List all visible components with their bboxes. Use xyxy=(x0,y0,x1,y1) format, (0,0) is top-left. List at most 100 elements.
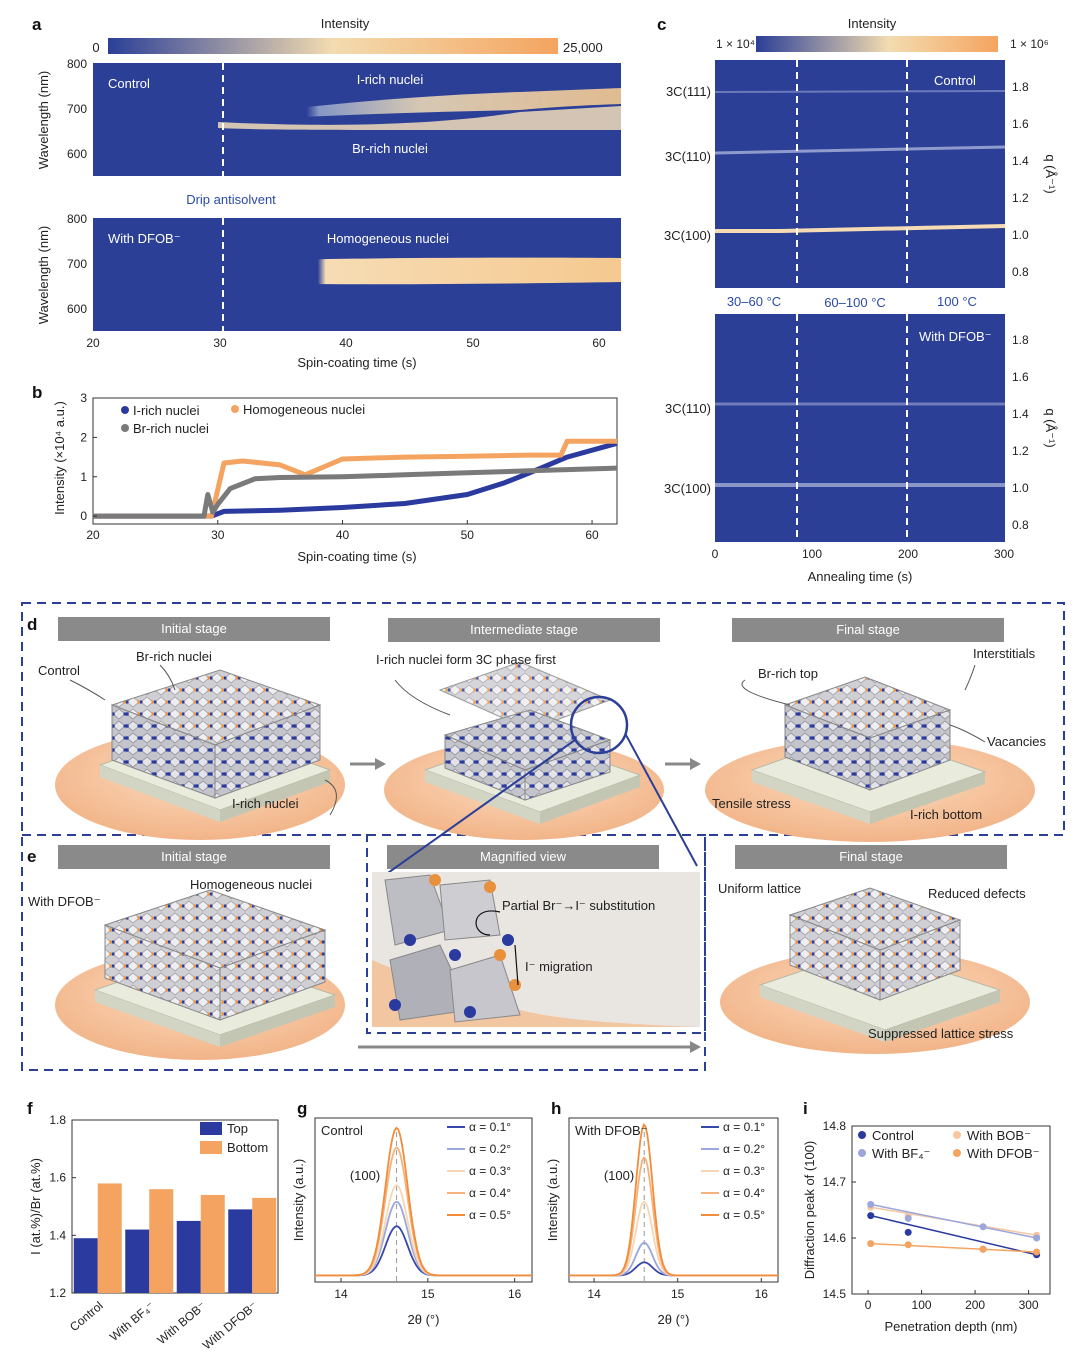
chart-h-frame xyxy=(568,1117,779,1283)
b-xtick-label: 30 xyxy=(211,528,225,542)
g-legend-label: α = 0.1° xyxy=(469,1120,511,1134)
f-ylabel: I (at.%)/Br (at.%) xyxy=(28,1158,43,1255)
legend-b-homog: Homogeneous nuclei xyxy=(243,402,365,417)
a-ytick: 800 xyxy=(67,212,87,226)
i-xtick-label: 300 xyxy=(1019,1298,1039,1312)
d-irich-bottom-label: I-rich bottom xyxy=(910,807,982,822)
bar-top-0 xyxy=(73,1238,98,1293)
h-xtick-label: 15 xyxy=(671,1287,685,1301)
c-xlabel: Annealing time (s) xyxy=(808,569,913,584)
d-stage-intermediate-label: Intermediate stage xyxy=(470,622,578,637)
b-xtick-label: 50 xyxy=(461,528,475,542)
panel-label-b: b xyxy=(32,383,42,402)
f-ytick-label: 1.2 xyxy=(49,1286,66,1300)
i-xlabel: Penetration depth (nm) xyxy=(885,1319,1018,1334)
h-legend-label: α = 0.2° xyxy=(723,1142,765,1156)
c-temp-1: 30–60 °C xyxy=(727,294,781,309)
peak-curve-4 xyxy=(569,1122,778,1277)
i-ytick-label: 14.5 xyxy=(823,1287,847,1301)
i-legend-marker xyxy=(858,1131,866,1139)
e-substitution-label: Partial Br⁻→I⁻ substitution xyxy=(502,898,655,913)
a-xtick: 20 xyxy=(86,336,100,350)
heatmap-a-irich-label: I-rich nuclei xyxy=(357,72,424,87)
panel-label-d: d xyxy=(27,615,37,634)
b-ytick-label: 0 xyxy=(80,509,87,523)
series-line-0 xyxy=(93,440,618,519)
e-magnified-illustration xyxy=(372,872,700,1027)
d-brrich-label: Br-rich nuclei xyxy=(136,649,212,664)
heatmap-a-upper-band xyxy=(218,88,621,122)
panel-label-i: i xyxy=(803,1099,808,1118)
peak-curve-4 xyxy=(315,1126,532,1277)
point-2-0 xyxy=(867,1200,875,1208)
f-ytick-label: 1.8 xyxy=(49,1113,66,1127)
fit-line-0 xyxy=(870,1214,1037,1256)
b-xtick-label: 40 xyxy=(336,528,350,542)
b-xtick-label: 20 xyxy=(86,528,100,542)
e-stage-final-label: Final stage xyxy=(839,849,903,864)
point-0-0 xyxy=(867,1212,875,1220)
d-vacancies-label: Vacancies xyxy=(987,734,1047,749)
c-xtick: 0 xyxy=(712,547,719,561)
b-xlabel: Spin-coating time (s) xyxy=(297,549,416,564)
d-irich-label: I-rich nuclei xyxy=(232,796,299,811)
panel-label-c: c xyxy=(657,15,666,34)
f-ytick-label: 1.4 xyxy=(49,1228,66,1242)
f-legend-label: Top xyxy=(227,1121,248,1136)
bar-top-2 xyxy=(176,1220,201,1293)
panel-label-a: a xyxy=(32,15,42,34)
bar-top-3 xyxy=(228,1209,253,1293)
c-dfob-peak-110: 3C(110) xyxy=(665,401,711,416)
d-intermediate-illustration xyxy=(384,661,664,840)
a-ytick: 700 xyxy=(67,257,87,271)
b-ylabel: Intensity (×10⁴ a.u.) xyxy=(52,401,67,515)
chart-b-legend: I-rich nuclei Homogeneous nuclei Br-rich… xyxy=(121,402,365,436)
c-xtick: 200 xyxy=(898,547,918,561)
c-qtick: 1.8 xyxy=(1012,80,1029,94)
f-category-label: Control xyxy=(67,1299,106,1335)
i-legend-marker xyxy=(953,1149,961,1157)
e-stage-magnified-label: Magnified view xyxy=(480,849,567,864)
i-legend-marker xyxy=(953,1131,961,1139)
point-2-3 xyxy=(1033,1234,1041,1242)
qmap-c-control-label: Control xyxy=(934,73,976,88)
chart-g: α = 0.1° α = 0.2° α = 0.3° α = 0.4° α = 0.5°… xyxy=(291,1117,533,1327)
chart-h: α = 0.1° α = 0.2° α = 0.3° α = 0.4° α = 0.5°… xyxy=(545,1117,779,1327)
panel-a-axes: 800 700 600 800 700 600 Wavelength (nm) … xyxy=(36,57,606,370)
legend-marker-homog xyxy=(231,405,239,413)
g-legend-label: α = 0.2° xyxy=(469,1142,511,1156)
c-qtick: 1.2 xyxy=(1012,191,1029,205)
zoom-line-right xyxy=(625,734,698,867)
zoom-line-left xyxy=(377,739,576,881)
g-xlabel: 2θ (°) xyxy=(408,1312,440,1327)
c-qtick: 1.6 xyxy=(1012,370,1029,384)
drip-antisolvent-label: Drip antisolvent xyxy=(186,192,276,207)
f-ytick-label: 1.6 xyxy=(49,1171,66,1185)
c-xtick: 300 xyxy=(994,547,1014,561)
a-xtick: 50 xyxy=(466,336,480,350)
point-3-0 xyxy=(867,1240,875,1248)
c-peak-100: 3C(100) xyxy=(664,228,711,243)
point-0-1 xyxy=(904,1228,912,1236)
e-stage-final xyxy=(735,845,1007,869)
series-line-2 xyxy=(93,465,618,519)
colorbar-a xyxy=(108,38,558,54)
d-stage-intermediate xyxy=(388,618,660,642)
c-qtick: 0.8 xyxy=(1012,518,1029,532)
point-3-3 xyxy=(1033,1248,1041,1256)
c-qtick: 1.4 xyxy=(1012,154,1029,168)
c-temp-3: 100 °C xyxy=(937,294,977,309)
i-xtick-label: 200 xyxy=(965,1298,985,1312)
c-qtick: 1.8 xyxy=(1012,333,1029,347)
d-stage-final xyxy=(732,618,1004,642)
h-xtick-label: 16 xyxy=(755,1287,769,1301)
c-qtick: 1.0 xyxy=(1012,228,1029,242)
h-legend-label: α = 0.4° xyxy=(723,1186,765,1200)
a-xtick: 60 xyxy=(592,336,606,350)
c-qlabel-bottom: q (Å⁻¹) xyxy=(1043,408,1058,447)
e-stage-magnified xyxy=(387,845,659,869)
panel-label-g: g xyxy=(297,1099,307,1118)
chart-b-frame xyxy=(92,397,618,525)
